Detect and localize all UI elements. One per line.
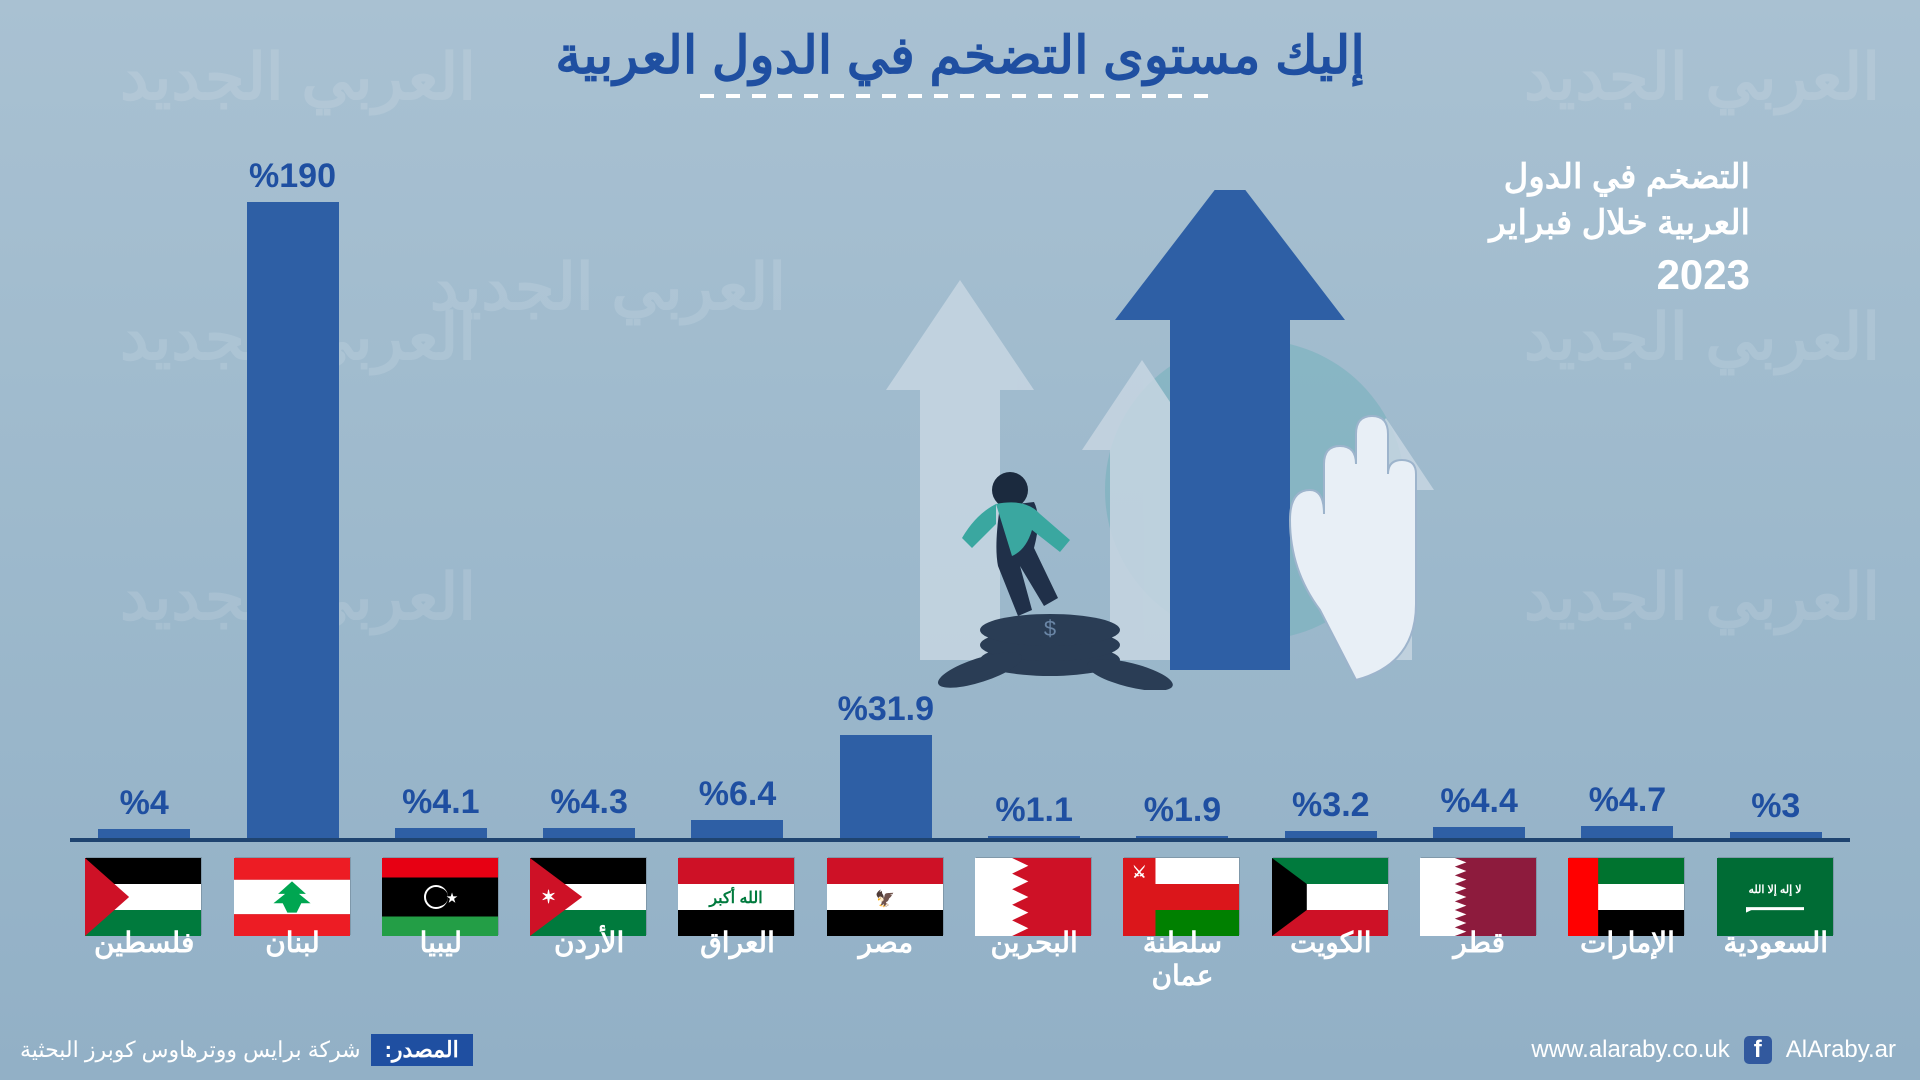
chart-baseline (70, 838, 1850, 842)
bar-col: %4 (70, 142, 218, 842)
country-name: الأردن (515, 926, 663, 992)
bar-col: %4.1 (367, 142, 515, 842)
bar-value-label: %4.4 (1440, 782, 1518, 821)
bar-col: %4.7 (1553, 142, 1701, 842)
bar-value-label: %31.9 (838, 690, 934, 729)
country-name: ليبيا (367, 926, 515, 992)
source-line: المصدر: شركة برايس ووترهاوس كوبرز البحثي… (20, 1034, 473, 1066)
country-name: الإمارات (1553, 926, 1701, 992)
bahrain-flag-icon (976, 857, 1092, 935)
social-handle: AlAraby.ar (1786, 1036, 1896, 1064)
bar-value-label: %6.4 (699, 775, 777, 814)
country-name: السعودية (1702, 926, 1850, 992)
bar-value-label: %3 (1751, 787, 1800, 826)
site-url: www.alaraby.co.uk (1531, 1036, 1729, 1064)
source-text: شركة برايس ووترهاوس كوبرز البحثية (20, 1037, 361, 1063)
oman-flag-icon: ⚔ (1124, 857, 1240, 935)
inflation-bar-chart: %4 %190 %4.1 %4.3 %6.4 %31.9 %1.1 %1.9 %3.2 %4.4%… (70, 130, 1850, 1010)
country-name: البحرين (960, 926, 1108, 992)
bar-value-label: %4.3 (550, 783, 628, 822)
svg-text:★: ★ (446, 891, 457, 905)
bar (247, 202, 339, 842)
country-name: الكويت (1257, 926, 1405, 992)
title-underline (700, 94, 1220, 98)
saudi-flag-icon: لا إله إلا الله (1718, 857, 1834, 935)
country-name: مصر (812, 926, 960, 992)
bar-col: %31.9 (812, 142, 960, 842)
names-row: فلسطينلبنانليبياالأردنالعراقمصرالبحرينسل… (70, 926, 1850, 992)
bar-value-label: %4.7 (1589, 781, 1667, 820)
bar (840, 735, 932, 842)
svg-text:✶: ✶ (541, 887, 556, 907)
source-label: المصدر: (371, 1034, 473, 1066)
country-name: قطر (1405, 926, 1553, 992)
kuwait-flag-icon (1273, 857, 1389, 935)
jordan-flag-icon: ✶ (531, 857, 647, 935)
bar-col: %4.3 (515, 142, 663, 842)
egypt-flag-icon: 🦅 (828, 857, 944, 935)
bar-col: %1.9 (1108, 142, 1256, 842)
bar-col: %190 (218, 142, 366, 842)
bar-col: %3.2 (1257, 142, 1405, 842)
bar-col: %4.4 (1405, 142, 1553, 842)
iraq-flag-icon: الله أكبر (679, 857, 795, 935)
bar-col: %3 (1702, 142, 1850, 842)
facebook-icon: f (1744, 1036, 1772, 1064)
palestine-flag-icon (86, 857, 202, 935)
bar-col: %6.4 (663, 142, 811, 842)
svg-text:الله أكبر: الله أكبر (709, 886, 763, 908)
bar-value-label: %1.1 (995, 791, 1073, 830)
credits: www.alaraby.co.uk f AlAraby.ar (1531, 1036, 1896, 1064)
lebanon-flag-icon (235, 857, 351, 935)
libya-flag-icon: ★ (383, 857, 499, 935)
bar-value-label: %190 (249, 157, 336, 196)
uae-flag-icon (1569, 857, 1685, 935)
bar-value-label: %4.1 (402, 783, 480, 822)
page-title: إليك مستوى التضخم في الدول العربية (0, 26, 1920, 86)
bar-value-label: %3.2 (1292, 786, 1370, 825)
svg-text:⚔: ⚔ (1133, 865, 1147, 882)
bar-col: %1.1 (960, 142, 1108, 842)
bars-row: %4 %190 %4.1 %4.3 %6.4 %31.9 %1.1 %1.9 %3.2 %4.4%… (70, 142, 1850, 842)
svg-text:لا إله إلا الله: لا إله إلا الله (1748, 884, 1801, 897)
qatar-flag-icon (1421, 857, 1537, 935)
country-name: سلطنة عمان (1108, 926, 1256, 992)
country-name: لبنان (218, 926, 366, 992)
bar-value-label: %4 (120, 784, 169, 823)
svg-text:🦅: 🦅 (875, 889, 895, 908)
country-name: العراق (663, 926, 811, 992)
country-name: فلسطين (70, 926, 218, 992)
bar-value-label: %1.9 (1144, 791, 1222, 830)
